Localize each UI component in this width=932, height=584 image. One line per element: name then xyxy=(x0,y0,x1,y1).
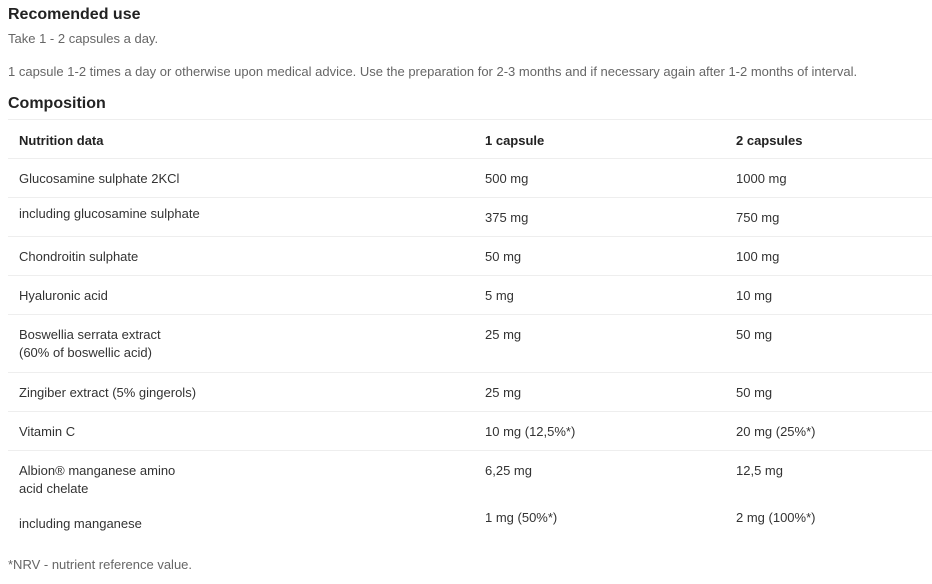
row-2-capsules: 10 mg xyxy=(725,275,932,315)
row-2-capsules: 750 mg xyxy=(725,197,932,237)
usage-title: Recomended use xyxy=(8,6,141,23)
row-name: including manganese xyxy=(19,515,142,531)
row-name-line2: acid chelate xyxy=(19,481,89,496)
table-row: Vitamin C 10 mg (12,5%*) 20 mg (25%*) xyxy=(8,411,932,451)
row-1-capsule: 25 mg xyxy=(473,372,725,412)
table-row: Glucosamine sulphate 2KCl 500 mg 1000 mg xyxy=(8,158,932,198)
footnote: *NRV - nutrient reference value. xyxy=(8,557,193,572)
row-1-capsule: 25 mg xyxy=(473,314,725,373)
row-1-capsule: 375 mg xyxy=(473,197,725,237)
composition-title: Composition xyxy=(8,95,106,112)
table-row: Chondroitin sulphate 50 mg 100 mg xyxy=(8,236,932,276)
table-row: including manganese 1 mg (50%*) 2 mg (100%… xyxy=(8,509,932,551)
usage-line1: Take 1 - 2 capsules a day. xyxy=(8,31,159,46)
row-2-capsules: 12,5 mg xyxy=(725,450,932,509)
row-1-capsule: 500 mg xyxy=(473,158,725,198)
row-name-line1: Albion® manganese amino xyxy=(19,463,176,478)
table-row: Boswellia serrata extract (60% of boswell… xyxy=(8,314,932,373)
row-name-line1: Boswellia serrata extract xyxy=(19,327,161,342)
row-2-capsules: 100 mg xyxy=(725,236,932,276)
header-nutrition: Nutrition data xyxy=(8,119,473,159)
row-2-capsules: 50 mg xyxy=(725,314,932,373)
row-name: Zingiber extract (5% gingerols) xyxy=(8,372,473,412)
row-name-line2: (60% of boswellic acid) xyxy=(19,345,152,360)
row-name: including glucosamine sulphate xyxy=(8,197,473,237)
row-name: Vitamin C xyxy=(8,411,473,451)
row-1-capsule: 50 mg xyxy=(473,236,725,276)
table-row: including glucosamine sulphate 375 mg 750 … xyxy=(8,197,932,237)
row-2-capsules: 50 mg xyxy=(725,372,932,412)
row-name: Boswellia serrata extract (60% of boswell… xyxy=(8,314,473,373)
row-1-capsule: 10 mg (12,5%*) xyxy=(473,411,725,451)
table-row: Zingiber extract (5% gingerols) 25 mg 50 m… xyxy=(8,372,932,412)
table-row: Hyaluronic acid 5 mg 10 mg xyxy=(8,275,932,315)
row-2-capsules: 2 mg (100%*) xyxy=(736,509,816,525)
row-1-capsule: 1 mg (50%*) xyxy=(485,509,558,525)
header-1-capsule: 1 capsule xyxy=(473,119,725,159)
row-name: Hyaluronic acid xyxy=(8,275,473,315)
row-name: Glucosamine sulphate 2KCl xyxy=(8,158,473,198)
nutrition-table: Nutrition data 1 capsule 2 capsules Gluc… xyxy=(8,119,932,551)
row-1-capsule: 6,25 mg xyxy=(473,450,725,509)
header-2-capsules: 2 capsules xyxy=(725,119,932,159)
table-row: Albion® manganese amino acid chelate 6,25 … xyxy=(8,450,932,509)
row-2-capsules: 20 mg (25%*) xyxy=(725,411,932,451)
usage-line2: 1 capsule 1-2 times a day or otherwise u… xyxy=(8,64,858,79)
table-header: Nutrition data 1 capsule 2 capsules xyxy=(8,119,932,159)
row-1-capsule: 5 mg xyxy=(473,275,725,315)
row-name: Albion® manganese amino acid chelate xyxy=(8,450,473,509)
row-name: Chondroitin sulphate xyxy=(8,236,473,276)
row-2-capsules: 1000 mg xyxy=(725,158,932,198)
